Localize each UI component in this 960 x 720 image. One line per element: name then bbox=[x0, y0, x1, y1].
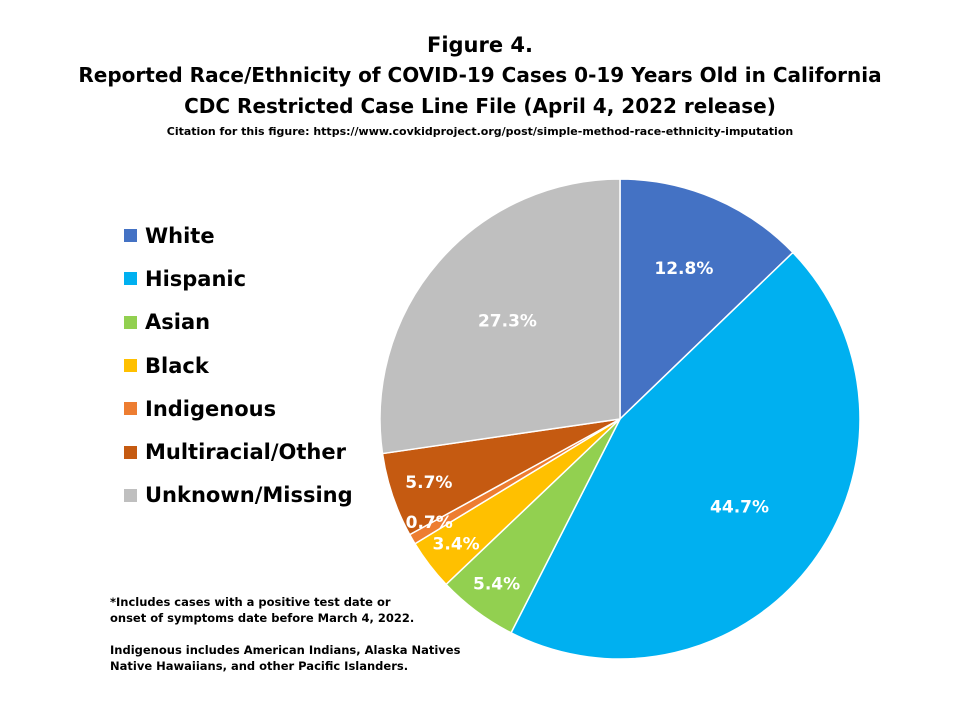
figure-number: Figure 4. bbox=[426, 33, 534, 57]
legend-item-hispanic: Hispanic bbox=[124, 257, 353, 300]
legend-swatch bbox=[124, 402, 137, 416]
data-label: 44.7% bbox=[710, 498, 769, 518]
legend-item-unknown: Unknown/Missing bbox=[124, 474, 353, 517]
chart-title-block: Figure 4. Reported Race/Ethnicity of COV… bbox=[0, 30, 960, 140]
legend-label: Asian bbox=[145, 310, 211, 335]
legend-swatch bbox=[124, 445, 137, 459]
footnotes: *Includes cases with a positive test dat… bbox=[110, 594, 460, 690]
legend-item-white: White bbox=[124, 214, 353, 257]
data-label: 5.7% bbox=[405, 473, 452, 493]
legend-swatch bbox=[124, 272, 137, 286]
legend-item-indigenous: Indigenous bbox=[124, 387, 353, 430]
legend-label: Black bbox=[145, 353, 209, 378]
footnote-indigenous: Indigenous includes American Indians, Al… bbox=[110, 643, 461, 673]
citation: Citation for this figure: https://www.co… bbox=[166, 125, 794, 138]
legend-swatch bbox=[124, 229, 137, 243]
pie-slices bbox=[379, 178, 861, 660]
pie-slice-hispanic bbox=[510, 251, 861, 660]
legend-label: Hispanic bbox=[145, 266, 247, 291]
data-label: 5.4% bbox=[473, 574, 520, 594]
legend-swatch bbox=[124, 488, 137, 502]
data-label: 0.7% bbox=[406, 513, 453, 533]
pie-slice-unknown-missing bbox=[379, 178, 621, 455]
chart-subtitle: CDC Restricted Case Line File (April 4, … bbox=[184, 94, 776, 118]
legend-swatch bbox=[124, 315, 137, 329]
pie-slice-white bbox=[619, 178, 794, 421]
legend-label: Unknown/Missing bbox=[145, 483, 353, 508]
data-label: 3.4% bbox=[433, 534, 480, 554]
legend-label: Multiracial/Other bbox=[145, 440, 346, 465]
data-label: 27.3% bbox=[478, 312, 537, 332]
data-label: 12.8% bbox=[654, 259, 713, 279]
pie-labels: 12.8% 44.7% 5.4% 3.4%0.7% 5.7% 27.3% bbox=[405, 259, 769, 595]
footnote-date: *Includes cases with a positive test dat… bbox=[110, 595, 415, 625]
legend-label: Indigenous bbox=[145, 396, 277, 421]
chart-title: Reported Race/Ethnicity of COVID-19 Case… bbox=[78, 63, 882, 87]
legend-item-black: Black bbox=[124, 344, 353, 387]
legend-item-asian: Asian bbox=[124, 301, 353, 344]
legend-item-multiracial: Multiracial/Other bbox=[124, 430, 353, 473]
legend: White Hispanic Asian Black Indigenous Mu… bbox=[124, 214, 353, 517]
legend-swatch bbox=[124, 359, 137, 373]
legend-label: White bbox=[145, 223, 215, 248]
